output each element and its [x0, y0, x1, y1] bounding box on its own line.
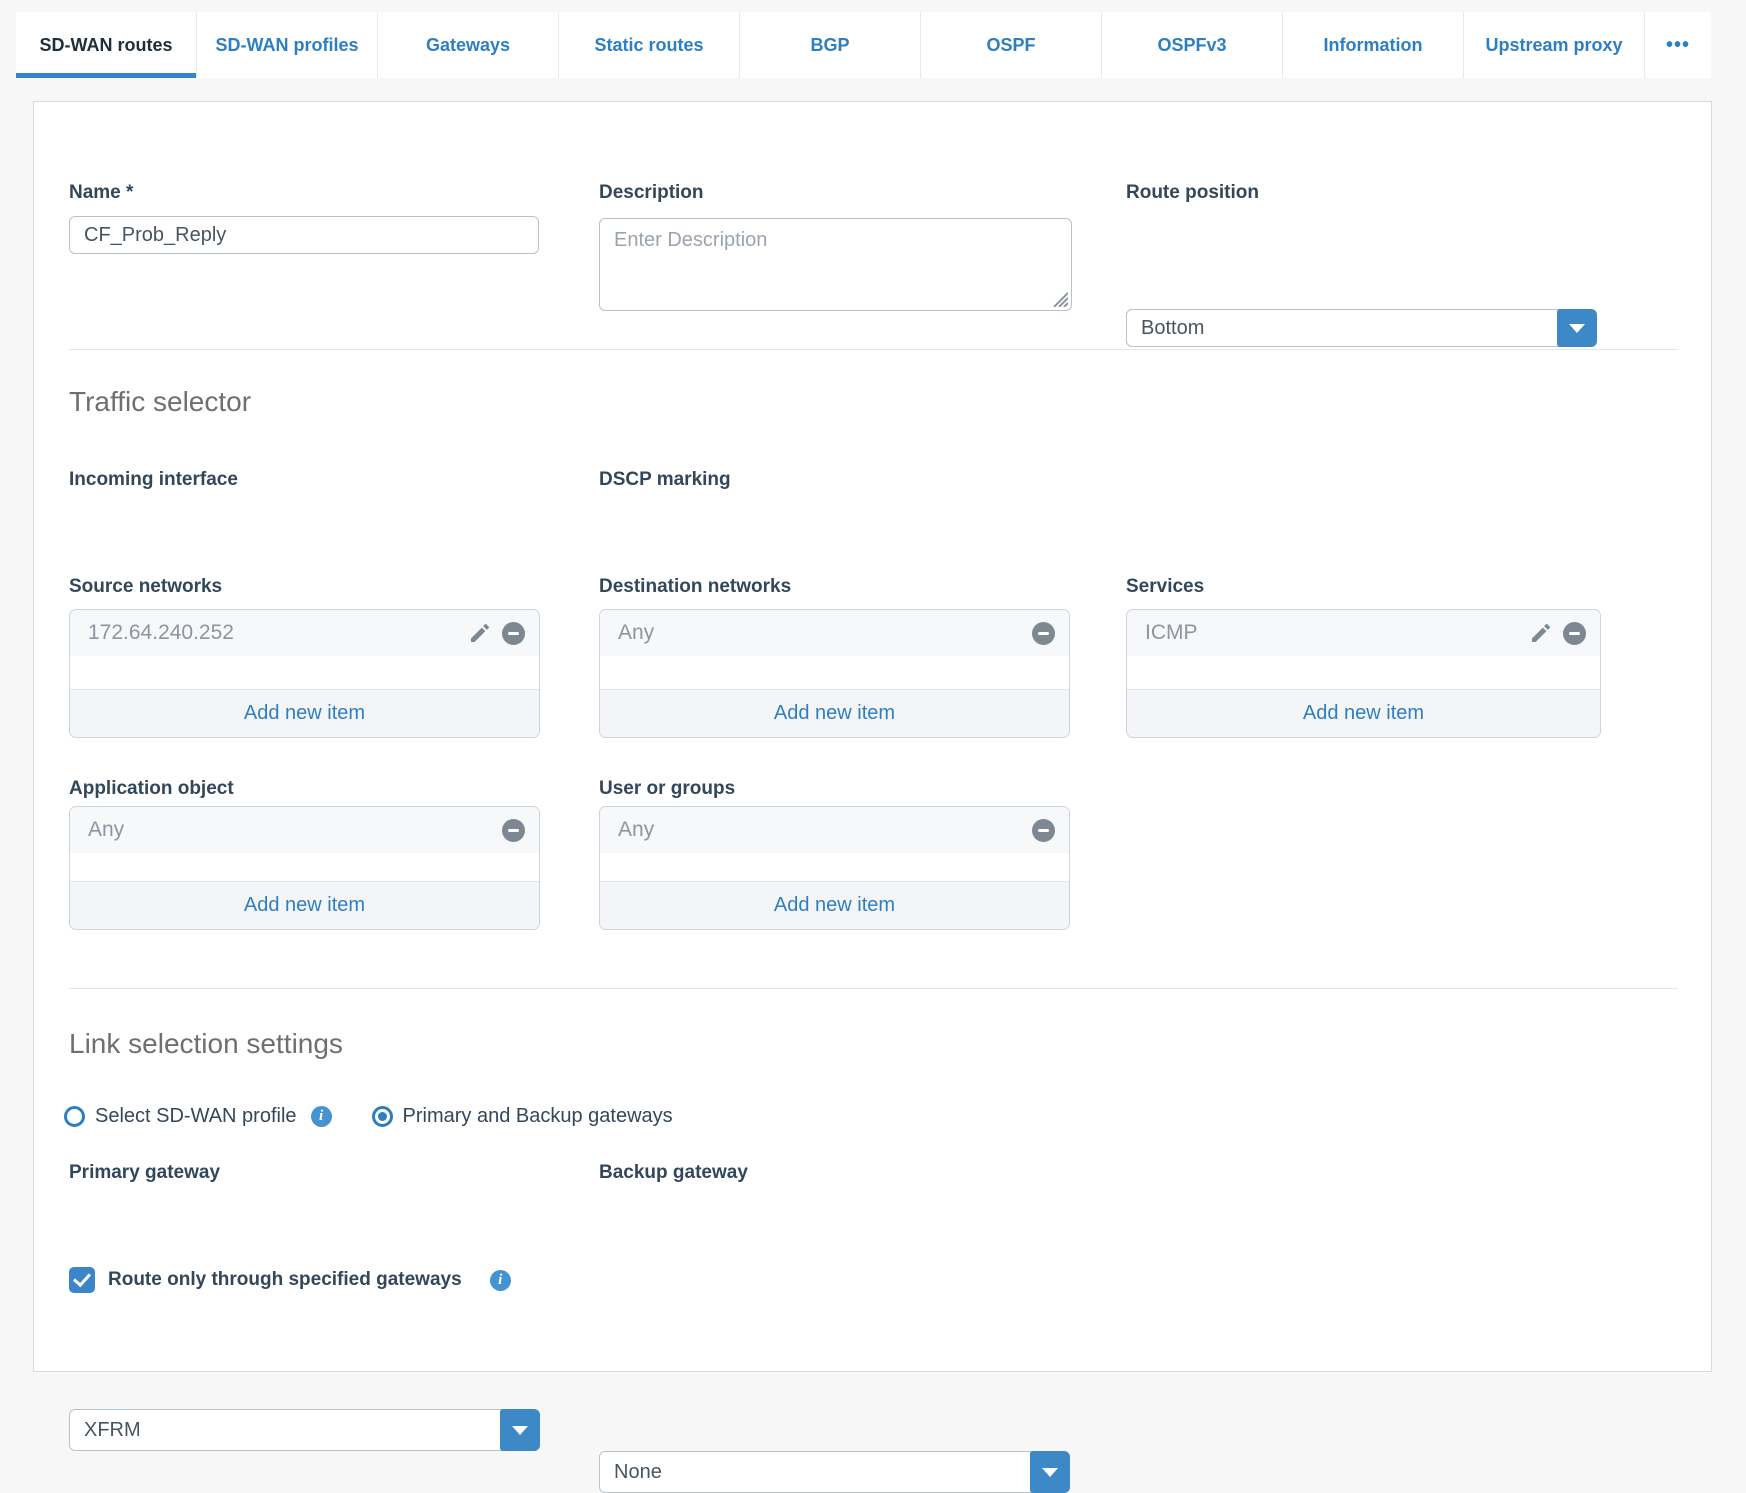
- backup-gateway-label: Backup gateway: [599, 1162, 748, 1183]
- route-only-info-icon[interactable]: i: [489, 1269, 511, 1291]
- route-position-select[interactable]: Bottom: [1126, 309, 1597, 347]
- backup-gateway-dropdown-button[interactable]: [1030, 1451, 1070, 1493]
- application-object-item-value: Any: [88, 818, 125, 841]
- remove-item-button[interactable]: [502, 621, 525, 645]
- listbox-spacer: [600, 853, 1069, 881]
- route-position-label: Route position: [1126, 182, 1259, 203]
- radio-primary-backup-gateways[interactable]: [371, 1106, 393, 1127]
- user-or-groups-item-value: Any: [618, 818, 655, 841]
- remove-item-button[interactable]: [1032, 818, 1055, 842]
- destination-networks-label: Destination networks: [599, 576, 792, 597]
- section-divider: [69, 349, 1678, 350]
- radio-select-sdwan-profile-label: Select SD-WAN profile: [95, 1105, 297, 1127]
- section-divider: [69, 988, 1678, 989]
- source-network-item-value: 172.64.240.252: [88, 621, 234, 644]
- destination-networks-add-new-item[interactable]: Add new item: [600, 689, 1069, 737]
- edit-item-button[interactable]: [1529, 621, 1553, 645]
- backup-gateway-select[interactable]: None: [599, 1451, 1070, 1493]
- listbox-spacer: [70, 853, 539, 881]
- list-item: Any: [600, 610, 1069, 656]
- tab-sdwan-routes[interactable]: SD-WAN routes: [16, 12, 197, 78]
- destination-network-item-value: Any: [618, 621, 655, 644]
- link-selection-heading: Link selection settings: [69, 1028, 343, 1059]
- service-item-value: ICMP: [1145, 621, 1198, 644]
- route-position-value: Bottom: [1141, 316, 1205, 339]
- sdwan-profile-info-icon[interactable]: i: [310, 1106, 332, 1127]
- description-field-wrap: [599, 218, 1072, 311]
- tab-upstream-proxy[interactable]: Upstream proxy: [1464, 12, 1645, 78]
- description-textarea[interactable]: [599, 218, 1072, 311]
- services-listbox: ICMP Add new item: [1126, 609, 1601, 738]
- chevron-down-icon: [1569, 323, 1585, 333]
- route-only-row: Route only through specified gateways i: [69, 1267, 511, 1293]
- tab-ospfv3[interactable]: OSPFv3: [1102, 12, 1283, 78]
- radio-select-sdwan-profile[interactable]: [64, 1106, 85, 1127]
- destination-networks-listbox: Any Add new item: [599, 609, 1070, 738]
- user-or-groups-add-new-item[interactable]: Add new item: [600, 881, 1069, 929]
- user-or-groups-label: User or groups: [599, 778, 736, 799]
- link-selection-radio-group: Select SD-WAN profile i Primary and Back…: [64, 1105, 673, 1128]
- name-label: Name *: [69, 182, 134, 203]
- tab-bar: SD-WAN routes SD-WAN profiles Gateways S…: [16, 12, 1711, 78]
- radio-primary-backup-gateways-label: Primary and Backup gateways: [402, 1105, 673, 1127]
- source-networks-listbox: 172.64.240.252 Add new item: [69, 609, 540, 738]
- tab-information[interactable]: Information: [1283, 12, 1464, 78]
- list-item: 172.64.240.252: [70, 610, 539, 656]
- user-or-groups-listbox: Any Add new item: [599, 806, 1070, 930]
- primary-gateway-label: Primary gateway: [69, 1162, 221, 1183]
- description-label: Description: [599, 182, 704, 203]
- services-label: Services: [1126, 576, 1205, 597]
- tab-bgp[interactable]: BGP: [740, 12, 921, 78]
- list-item: ICMP: [1127, 610, 1600, 656]
- incoming-interface-label: Incoming interface: [69, 469, 238, 490]
- chevron-down-icon: [1042, 1467, 1058, 1477]
- route-position-dropdown-button[interactable]: [1557, 309, 1597, 347]
- tab-sdwan-profiles[interactable]: SD-WAN profiles: [197, 12, 378, 78]
- tab-static-routes[interactable]: Static routes: [559, 12, 740, 78]
- sdwan-route-form-panel: Name * Description Route position Bottom…: [33, 101, 1712, 1493]
- remove-item-button[interactable]: [502, 818, 525, 842]
- name-input[interactable]: [69, 216, 539, 254]
- list-item: Any: [70, 807, 539, 853]
- tab-ospf[interactable]: OSPF: [921, 12, 1102, 78]
- listbox-spacer: [1127, 656, 1600, 689]
- application-object-listbox: Any Add new item: [69, 806, 540, 930]
- source-networks-label: Source networks: [69, 576, 223, 597]
- chevron-down-icon: [512, 1425, 528, 1435]
- route-only-checkbox[interactable]: [69, 1267, 95, 1293]
- edit-item-button[interactable]: [468, 621, 492, 645]
- remove-item-button[interactable]: [1563, 621, 1586, 645]
- backup-gateway-value: None: [614, 1460, 662, 1483]
- primary-gateway-select[interactable]: XFRM: [69, 1409, 540, 1451]
- primary-gateway-value: XFRM: [84, 1418, 141, 1441]
- source-networks-add-new-item[interactable]: Add new item: [70, 689, 539, 737]
- listbox-spacer: [600, 656, 1069, 689]
- primary-gateway-dropdown-button[interactable]: [500, 1409, 540, 1451]
- traffic-selector-heading: Traffic selector: [69, 386, 252, 417]
- application-object-add-new-item[interactable]: Add new item: [70, 881, 539, 929]
- listbox-spacer: [70, 656, 539, 689]
- tab-gateways[interactable]: Gateways: [378, 12, 559, 78]
- remove-item-button[interactable]: [1032, 621, 1055, 645]
- application-object-label: Application object: [69, 778, 234, 799]
- dscp-marking-label: DSCP marking: [599, 469, 731, 490]
- services-add-new-item[interactable]: Add new item: [1127, 689, 1600, 737]
- list-item: Any: [600, 807, 1069, 853]
- tab-more-ellipsis-icon[interactable]: •••: [1645, 12, 1711, 78]
- route-only-label: Route only through specified gateways: [108, 1269, 462, 1290]
